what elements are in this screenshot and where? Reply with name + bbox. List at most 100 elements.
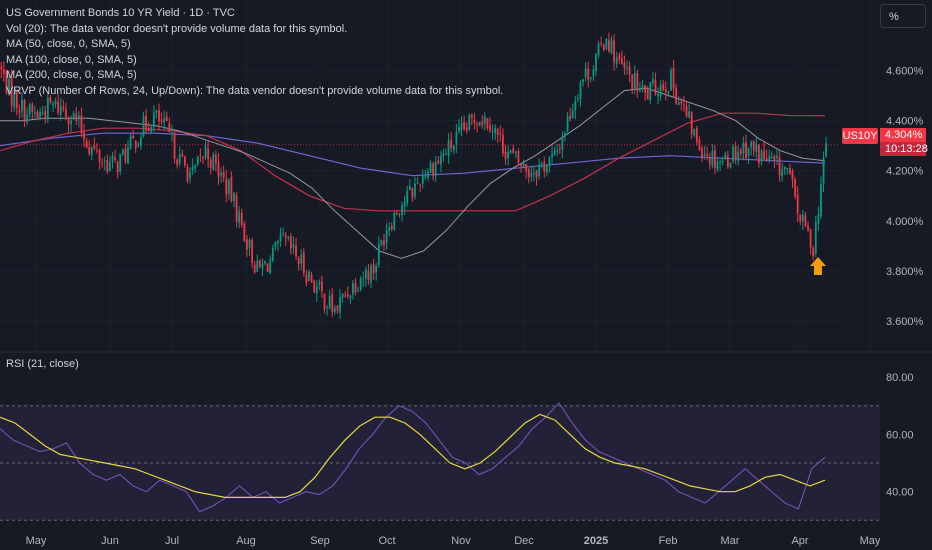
candle-body[interactable]: [708, 157, 711, 165]
candle-body[interactable]: [300, 254, 303, 264]
candle-body[interactable]: [321, 281, 323, 292]
candle-body[interactable]: [248, 239, 251, 248]
candle-body[interactable]: [757, 144, 760, 163]
candle-body[interactable]: [168, 122, 171, 133]
candle-body[interactable]: [403, 201, 406, 207]
candle-body[interactable]: [256, 260, 259, 272]
candle-body[interactable]: [292, 243, 295, 248]
candle-body[interactable]: [452, 145, 455, 151]
candle-body[interactable]: [768, 155, 771, 161]
candle-body[interactable]: [644, 85, 647, 93]
rsi-title[interactable]: RSI (21, close): [6, 358, 79, 370]
candle-body[interactable]: [496, 129, 499, 135]
candle-body[interactable]: [729, 162, 732, 168]
candle-body[interactable]: [499, 133, 502, 135]
candle-body[interactable]: [494, 127, 497, 134]
candle-body[interactable]: [633, 73, 636, 89]
candle-body[interactable]: [486, 118, 489, 128]
candle-body[interactable]: [279, 234, 282, 242]
candle-body[interactable]: [318, 282, 321, 285]
candle-body[interactable]: [155, 110, 158, 113]
candle-body[interactable]: [507, 151, 509, 159]
candle-body[interactable]: [326, 307, 328, 309]
candle-body[interactable]: [96, 150, 98, 152]
candle-body[interactable]: [336, 305, 339, 311]
candle-body[interactable]: [310, 274, 313, 283]
candle-body[interactable]: [121, 149, 124, 155]
candle-body[interactable]: [677, 102, 680, 105]
candle-body[interactable]: [339, 296, 341, 313]
candle-body[interactable]: [289, 236, 292, 249]
candle-body[interactable]: [21, 99, 23, 112]
candle-body[interactable]: [445, 153, 447, 155]
candle-body[interactable]: [39, 111, 41, 118]
candle-body[interactable]: [432, 163, 435, 176]
candle-body[interactable]: [468, 114, 471, 130]
candle-body[interactable]: [716, 161, 719, 170]
candle-body[interactable]: [745, 141, 747, 158]
candlesticks[interactable]: [0, 32, 828, 320]
candle-body[interactable]: [478, 122, 481, 126]
candle-body[interactable]: [613, 40, 616, 62]
candle-body[interactable]: [548, 157, 551, 166]
candle-body[interactable]: [352, 282, 354, 295]
candle-body[interactable]: [41, 112, 44, 114]
candle-body[interactable]: [719, 161, 722, 163]
candle-body[interactable]: [401, 205, 403, 216]
candle-body[interactable]: [349, 295, 352, 298]
candle-body[interactable]: [458, 127, 460, 132]
candle-body[interactable]: [651, 78, 654, 83]
candle-body[interactable]: [106, 160, 109, 173]
candle-body[interactable]: [597, 43, 600, 56]
candle-body[interactable]: [408, 185, 411, 191]
candle-body[interactable]: [28, 104, 31, 114]
candle-body[interactable]: [23, 100, 26, 122]
candle-body[interactable]: [525, 164, 528, 172]
candle-body[interactable]: [434, 162, 437, 177]
candle-body[interactable]: [799, 214, 802, 222]
candle-body[interactable]: [569, 116, 572, 120]
candle-body[interactable]: [88, 147, 91, 154]
candle-body[interactable]: [825, 143, 828, 157]
candle-body[interactable]: [85, 140, 88, 148]
candle-body[interactable]: [654, 80, 657, 94]
candle-body[interactable]: [196, 156, 199, 165]
candle-body[interactable]: [233, 193, 235, 201]
candle-body[interactable]: [610, 39, 613, 54]
candle-body[interactable]: [171, 132, 173, 135]
candle-body[interactable]: [411, 188, 414, 198]
candle-body[interactable]: [553, 150, 556, 155]
candle-body[interactable]: [31, 104, 34, 112]
candle-body[interactable]: [295, 245, 297, 257]
candle-body[interactable]: [65, 109, 67, 117]
candle-body[interactable]: [101, 163, 104, 165]
candle-body[interactable]: [388, 227, 391, 231]
candle-body[interactable]: [145, 115, 147, 130]
candle-body[interactable]: [183, 156, 186, 166]
candle-body[interactable]: [670, 70, 672, 91]
candle-body[interactable]: [212, 154, 215, 170]
candle-body[interactable]: [737, 151, 740, 161]
candle-body[interactable]: [235, 195, 238, 222]
candle-body[interactable]: [269, 259, 272, 274]
candle-body[interactable]: [284, 235, 287, 238]
candle-body[interactable]: [695, 128, 698, 142]
candle-body[interactable]: [367, 270, 370, 281]
candle-body[interactable]: [595, 54, 597, 72]
candle-body[interactable]: [791, 170, 794, 181]
candle-body[interactable]: [427, 172, 429, 178]
candle-body[interactable]: [664, 89, 667, 92]
candle-body[interactable]: [483, 116, 486, 124]
candle-body[interactable]: [726, 155, 729, 167]
candle-body[interactable]: [571, 110, 574, 118]
candle-body[interactable]: [393, 212, 396, 231]
candle-body[interactable]: [564, 133, 566, 136]
candle-body[interactable]: [225, 178, 228, 195]
candle-body[interactable]: [533, 173, 535, 175]
candle-body[interactable]: [261, 263, 264, 269]
candle-body[interactable]: [641, 85, 644, 89]
candle-body[interactable]: [230, 177, 233, 201]
candle-body[interactable]: [600, 42, 603, 44]
candle-body[interactable]: [52, 103, 54, 106]
candle-body[interactable]: [70, 120, 73, 125]
